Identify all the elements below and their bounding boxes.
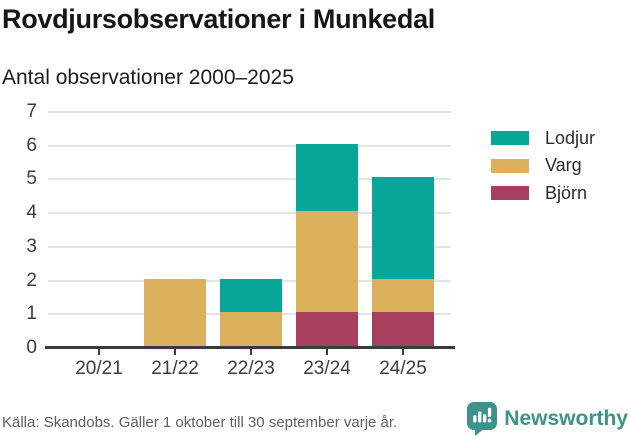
legend-label: Varg [545,155,582,175]
gridline [48,111,451,113]
chart-subtitle: Antal observationer 2000–2025 [2,66,294,89]
y-axis-tick-label: 1 [26,303,37,325]
y-axis-tick-label: 4 [26,202,37,224]
x-axis-line [45,346,455,349]
bar-segment-varg [296,211,358,313]
gridline [48,245,451,248]
brand-link[interactable]: Newsworthy [467,402,628,436]
bar-segment-varg [144,278,206,346]
legend-item-lodjur: Lodjur [491,128,595,148]
bar-segment-lodjur [296,143,358,212]
x-axis-tick-label: 21/22 [151,358,199,379]
y-axis-tick-label: 6 [26,134,37,156]
bar-segment-lodjur [220,278,282,313]
newsworthy-logo-icon [467,402,498,436]
y-axis-tick-label: 2 [26,269,37,291]
y-axis-tick-label: 5 [26,168,37,190]
bar-segment-varg [372,278,434,313]
y-axis-tick-label: 3 [26,235,37,257]
x-axis-tick [98,349,100,355]
x-axis-tick [174,349,176,355]
gridline [48,212,451,215]
source-attribution: Källa: Skandobs. Gäller 1 oktober till 3… [2,414,398,431]
x-axis-tick [250,349,252,355]
gridline [48,178,451,181]
legend-label: Björn [545,182,588,203]
bar-segment-bjrn [296,312,358,346]
bar-segment-lodjur [372,177,434,279]
y-axis-tick-label: 0 [26,337,37,358]
x-axis-tick-label: 24/25 [379,358,427,379]
x-axis-tick-label: 20/21 [75,358,123,379]
y-axis-tick-label: 7 [26,101,37,122]
x-axis-tick [326,349,328,355]
x-axis-tick-label: 22/23 [227,358,275,379]
x-axis-tick-label: 23/24 [303,358,351,379]
page-title: Rovdjursobservationer i Munkedal [2,4,435,34]
legend-item-bjrn: Björn [491,183,587,203]
legend-label: Lodjur [545,127,596,148]
legend-swatch [491,186,529,200]
bar-segment-varg [220,312,282,346]
x-axis-tick [402,349,404,355]
gridline [48,144,451,147]
bar-segment-bjrn [372,312,434,346]
legend-swatch [491,158,529,173]
legend-item-varg: Varg [491,155,582,176]
brand-name: Newsworthy [504,407,628,430]
legend-swatch [491,131,529,145]
